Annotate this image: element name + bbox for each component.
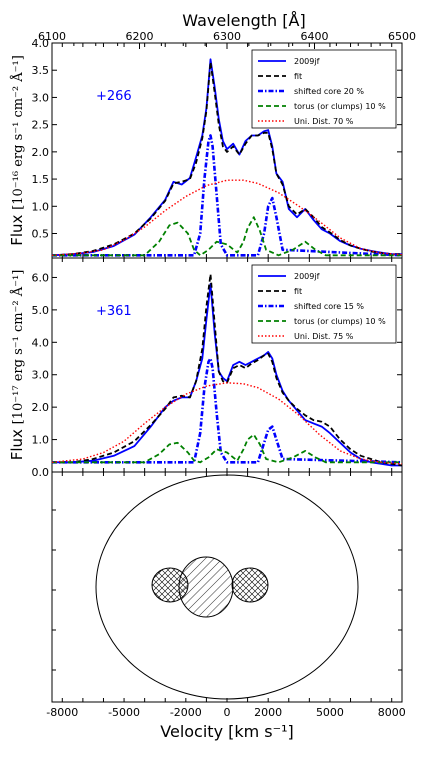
legend-label: shifted core 20 %	[294, 87, 364, 96]
torus-left-ellipse	[151, 567, 189, 603]
wavelength-tick-label: 6300	[213, 30, 241, 43]
legend-box	[251, 264, 397, 344]
y-axis-label-main: Flux	[8, 424, 26, 460]
legend-label: Uni. Dist. 75 %	[294, 332, 354, 341]
legend-label: torus (or clumps) 10 %	[294, 102, 386, 111]
series-line-shifted-core-15	[52, 357, 403, 464]
y-tick-label: 2.0	[32, 146, 50, 159]
wavelength-axis-title: Wavelength [Å]	[182, 11, 305, 30]
wavelength-tick-label: 6400	[301, 30, 329, 43]
torus-right-ellipse	[231, 567, 269, 603]
y-tick-label: 1.0	[32, 434, 50, 447]
y-tick-label: 0.5	[32, 228, 50, 241]
legend-label: 2009jf	[294, 272, 320, 281]
y-tick-label: 3.0	[32, 91, 50, 104]
legend-label: fit	[294, 72, 302, 81]
y-tick-label: 4.0	[32, 37, 50, 50]
y-axis-label-main: Flux	[8, 210, 26, 246]
series-line-fit	[51, 61, 402, 257]
series-line-fit	[52, 273, 403, 467]
wavelength-tick-label: 6500	[388, 30, 416, 43]
y-tick-label: 3.5	[32, 64, 50, 77]
y-tick-label: 2.0	[32, 401, 50, 414]
series-line-torus-or-clumps-10	[52, 433, 402, 464]
y-tick-label: 5.0	[32, 304, 50, 317]
velocity-tick-label: -8000	[46, 706, 78, 719]
y-tick-label: 2.5	[32, 119, 50, 132]
velocity-tick-label: 0	[224, 706, 231, 719]
legend-label: Uni. Dist. 70 %	[294, 117, 354, 126]
velocity-tick-label: 5000	[316, 706, 344, 719]
panel-middle: 0.0 1.0 2.0 3.0 4.0 5.0 6.0 +361 2009jf fit shifte…	[8, 257, 403, 479]
series-line-uni-dist-70	[51, 179, 403, 256]
y-axis-label-units: [10⁻¹⁷ erg s⁻¹ cm⁻² Å⁻¹]	[10, 270, 26, 425]
legend-label: shifted core 15 %	[294, 302, 364, 311]
series-line-torus-or-clumps-10	[52, 216, 402, 257]
wavelength-tick-label: 6200	[126, 30, 154, 43]
legend-label: fit	[294, 287, 302, 296]
y-tick-label: 1.0	[32, 200, 50, 213]
legend-label: 2009jf	[294, 57, 320, 66]
legend-label: torus (or clumps) 10 %	[294, 317, 386, 326]
velocity-axis: -8000 -5000 -2000 0 2000 5000 8000	[46, 706, 405, 719]
y-tick-label: 6.0	[32, 271, 50, 284]
velocity-tick-label: 8000	[378, 706, 406, 719]
y-tick-label: 4.0	[32, 336, 50, 349]
series-line-2009jf	[52, 282, 402, 467]
wavelength-tick-label: 6100	[38, 30, 66, 43]
y-tick-label: 1.5	[32, 173, 50, 186]
panel-top: 0.5 1.0 1.5 2.0 2.5 3.0 3.5 4.0 +266 2009jf fit shi…	[8, 37, 403, 259]
y-axis-label: Flux [10⁻¹⁶ erg s⁻¹ cm⁻² Å⁻¹]	[8, 55, 26, 246]
panel-geometry	[51, 471, 403, 703]
y-tick-label: 3.0	[32, 369, 50, 382]
velocity-tick-label: 2000	[254, 706, 282, 719]
wavelength-axis: 6100 6200 6300 6400 6500	[38, 30, 416, 49]
epoch-label: +266	[96, 89, 132, 104]
legend-box	[251, 49, 397, 129]
velocity-tick-label: -2000	[170, 706, 202, 719]
y-axis-label-units: [10⁻¹⁶ erg s⁻¹ cm⁻² Å⁻¹]	[10, 55, 26, 210]
velocity-axis-title: Velocity [km s⁻¹]	[160, 722, 293, 741]
y-axis-label: Flux [10⁻¹⁷ erg s⁻¹ cm⁻² Å⁻¹]	[8, 270, 26, 461]
series-line-uni-dist-75	[51, 382, 403, 465]
y-tick-label: 0.0	[32, 466, 50, 479]
epoch-label: +361	[96, 304, 132, 319]
series-line-shifted-core-20	[52, 134, 403, 257]
velocity-tick-label: -5000	[108, 706, 140, 719]
